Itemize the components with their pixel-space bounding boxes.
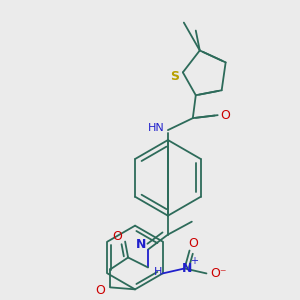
Text: O: O (95, 284, 105, 297)
Text: O: O (112, 230, 122, 243)
Text: O⁻: O⁻ (210, 267, 226, 280)
Text: HN: HN (148, 123, 164, 133)
Text: H: H (154, 267, 162, 278)
Text: N: N (136, 238, 146, 251)
Text: S: S (170, 70, 179, 83)
Text: +: + (190, 256, 199, 266)
Text: N: N (182, 262, 193, 275)
Text: O: O (189, 237, 198, 250)
Text: O: O (221, 109, 231, 122)
